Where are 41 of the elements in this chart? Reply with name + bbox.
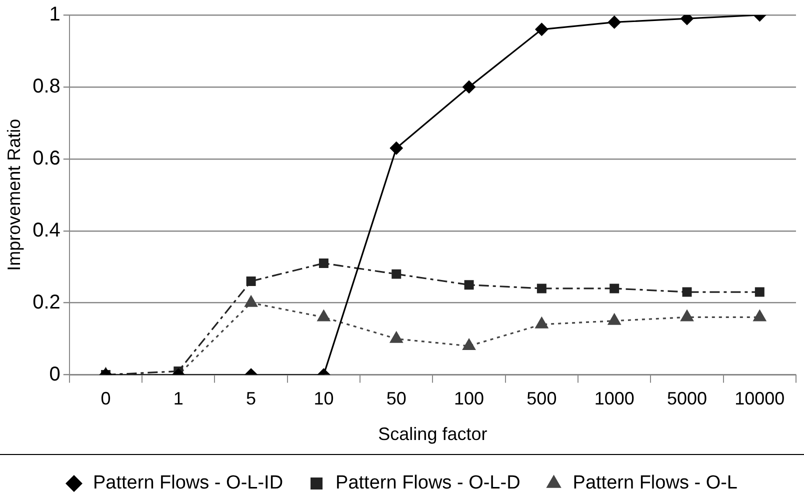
point bbox=[318, 258, 328, 268]
point bbox=[392, 269, 402, 279]
point bbox=[464, 280, 474, 290]
x-tick-label: 500 bbox=[526, 388, 557, 409]
point bbox=[244, 295, 258, 307]
x-tick-label: 1 bbox=[173, 388, 184, 409]
x-tick-label: 10 bbox=[314, 388, 334, 409]
point bbox=[390, 331, 403, 343]
y-tick-label: 0.6 bbox=[32, 147, 60, 170]
x-tick-label: 50 bbox=[386, 388, 406, 409]
x-tick-label: 0 bbox=[100, 388, 111, 409]
y-axis-title: Improvement Ratio bbox=[4, 118, 24, 271]
x-tick-label: 5 bbox=[246, 388, 256, 409]
point bbox=[753, 310, 766, 322]
point bbox=[462, 80, 476, 94]
legend-label: Pattern Flows - O-L-D bbox=[336, 472, 520, 494]
point bbox=[390, 142, 403, 155]
y-tick-label: 0.4 bbox=[32, 219, 60, 242]
point bbox=[317, 310, 330, 322]
point bbox=[535, 22, 548, 36]
point bbox=[610, 284, 620, 294]
point bbox=[608, 313, 621, 325]
point bbox=[246, 276, 256, 286]
point bbox=[608, 16, 621, 29]
x-tick-label: 5000 bbox=[666, 388, 708, 409]
y-tick-label: 0.2 bbox=[32, 291, 60, 314]
legend-label: Pattern Flows - O-L bbox=[572, 472, 738, 494]
point bbox=[682, 287, 692, 297]
point bbox=[462, 338, 476, 350]
y-tick-label: 0.8 bbox=[32, 75, 60, 98]
point bbox=[536, 284, 546, 294]
x-axis-title: Scaling factor bbox=[378, 424, 488, 444]
legend-label: Pattern Flows - O-L-ID bbox=[92, 472, 284, 494]
y-tick-label: 0 bbox=[49, 363, 60, 386]
point bbox=[680, 310, 694, 322]
x-tick-label: 1000 bbox=[594, 388, 634, 409]
point bbox=[754, 287, 764, 297]
y-tick-label: 1 bbox=[49, 4, 60, 26]
x-tick-label: 100 bbox=[454, 388, 484, 409]
point bbox=[535, 316, 548, 328]
x-tick-label: 10000 bbox=[734, 388, 785, 409]
